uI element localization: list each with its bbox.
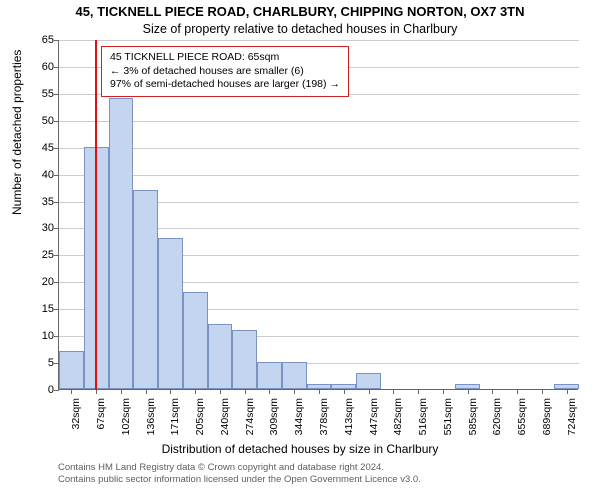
y-tick-label: 40	[24, 169, 54, 181]
gridline	[59, 40, 579, 41]
chart-container: 45, TICKNELL PIECE ROAD, CHARLBURY, CHIP…	[0, 0, 600, 500]
x-tick-mark	[492, 389, 493, 394]
footer-line2: Contains public sector information licen…	[58, 474, 421, 486]
x-tick-label: 102sqm	[120, 398, 132, 444]
x-tick-label: 309sqm	[268, 398, 280, 444]
x-tick-mark	[517, 389, 518, 394]
y-tick-label: 65	[24, 34, 54, 46]
y-tick-label: 50	[24, 115, 54, 127]
x-tick-mark	[220, 389, 221, 394]
x-tick-label: 689sqm	[541, 398, 553, 444]
y-tick-label: 25	[24, 249, 54, 261]
x-tick-label: 378sqm	[318, 398, 330, 444]
x-tick-label: 136sqm	[145, 398, 157, 444]
y-tick-label: 55	[24, 88, 54, 100]
x-tick-label: 655sqm	[516, 398, 528, 444]
x-tick-label: 447sqm	[368, 398, 380, 444]
chart-subtitle: Size of property relative to detached ho…	[0, 22, 600, 36]
y-tick-label: 45	[24, 142, 54, 154]
y-tick-label: 0	[24, 384, 54, 396]
histogram-bar	[282, 362, 307, 389]
x-tick-label: 171sqm	[169, 398, 181, 444]
x-tick-mark	[468, 389, 469, 394]
x-tick-mark	[542, 389, 543, 394]
y-tick-mark	[54, 175, 59, 176]
chart-title-address: 45, TICKNELL PIECE ROAD, CHARLBURY, CHIP…	[0, 4, 600, 19]
y-tick-label: 10	[24, 330, 54, 342]
histogram-bar	[158, 238, 183, 389]
y-tick-mark	[54, 40, 59, 41]
x-tick-mark	[567, 389, 568, 394]
x-tick-mark	[121, 389, 122, 394]
y-tick-mark	[54, 228, 59, 229]
x-tick-label: 620sqm	[491, 398, 503, 444]
histogram-bar	[232, 330, 257, 389]
annotation-line: 45 TICKNELL PIECE ROAD: 65sqm	[110, 51, 340, 65]
gridline	[59, 148, 579, 149]
histogram-bar	[133, 190, 158, 389]
x-tick-mark	[344, 389, 345, 394]
y-tick-mark	[54, 202, 59, 203]
x-tick-label: 482sqm	[392, 398, 404, 444]
x-tick-label: 274sqm	[244, 398, 256, 444]
plot-area: 45 TICKNELL PIECE ROAD: 65sqm← 3% of det…	[58, 40, 578, 390]
x-tick-label: 67sqm	[95, 398, 107, 444]
annotation-box: 45 TICKNELL PIECE ROAD: 65sqm← 3% of det…	[101, 46, 349, 97]
y-tick-mark	[54, 282, 59, 283]
y-tick-mark	[54, 336, 59, 337]
x-tick-label: 516sqm	[417, 398, 429, 444]
histogram-bar	[257, 362, 282, 389]
footer-attribution: Contains HM Land Registry data © Crown c…	[58, 462, 421, 486]
x-tick-mark	[294, 389, 295, 394]
y-tick-mark	[54, 121, 59, 122]
histogram-bar	[208, 324, 233, 389]
x-tick-label: 205sqm	[194, 398, 206, 444]
y-tick-mark	[54, 94, 59, 95]
x-tick-mark	[319, 389, 320, 394]
footer-line1: Contains HM Land Registry data © Crown c…	[58, 462, 421, 474]
x-tick-mark	[146, 389, 147, 394]
y-tick-label: 60	[24, 61, 54, 73]
x-tick-label: 585sqm	[467, 398, 479, 444]
y-tick-mark	[54, 255, 59, 256]
y-tick-label: 20	[24, 276, 54, 288]
x-tick-label: 240sqm	[219, 398, 231, 444]
reference-line	[95, 40, 97, 390]
x-tick-mark	[170, 389, 171, 394]
x-tick-label: 32sqm	[70, 398, 82, 444]
y-tick-label: 30	[24, 222, 54, 234]
gridline	[59, 175, 579, 176]
y-tick-mark	[54, 148, 59, 149]
x-tick-mark	[418, 389, 419, 394]
histogram-bar	[356, 373, 381, 389]
gridline	[59, 121, 579, 122]
x-axis-label: Distribution of detached houses by size …	[0, 442, 600, 456]
histogram-bar	[59, 351, 84, 389]
histogram-bar	[109, 98, 134, 389]
y-tick-mark	[54, 67, 59, 68]
x-tick-mark	[245, 389, 246, 394]
y-tick-label: 5	[24, 357, 54, 369]
histogram-bar	[183, 292, 208, 389]
x-tick-mark	[269, 389, 270, 394]
annotation-line: 97% of semi-detached houses are larger (…	[110, 78, 340, 92]
x-tick-label: 551sqm	[442, 398, 454, 444]
y-tick-mark	[54, 309, 59, 310]
x-tick-label: 724sqm	[566, 398, 578, 444]
annotation-line: ← 3% of detached houses are smaller (6)	[110, 65, 340, 79]
x-tick-label: 344sqm	[293, 398, 305, 444]
y-axis-label: Number of detached properties	[10, 50, 24, 215]
x-tick-mark	[443, 389, 444, 394]
y-tick-label: 35	[24, 196, 54, 208]
x-tick-label: 413sqm	[343, 398, 355, 444]
y-tick-mark	[54, 390, 59, 391]
x-tick-mark	[369, 389, 370, 394]
x-tick-mark	[71, 389, 72, 394]
x-tick-mark	[195, 389, 196, 394]
y-tick-label: 15	[24, 303, 54, 315]
x-tick-mark	[393, 389, 394, 394]
